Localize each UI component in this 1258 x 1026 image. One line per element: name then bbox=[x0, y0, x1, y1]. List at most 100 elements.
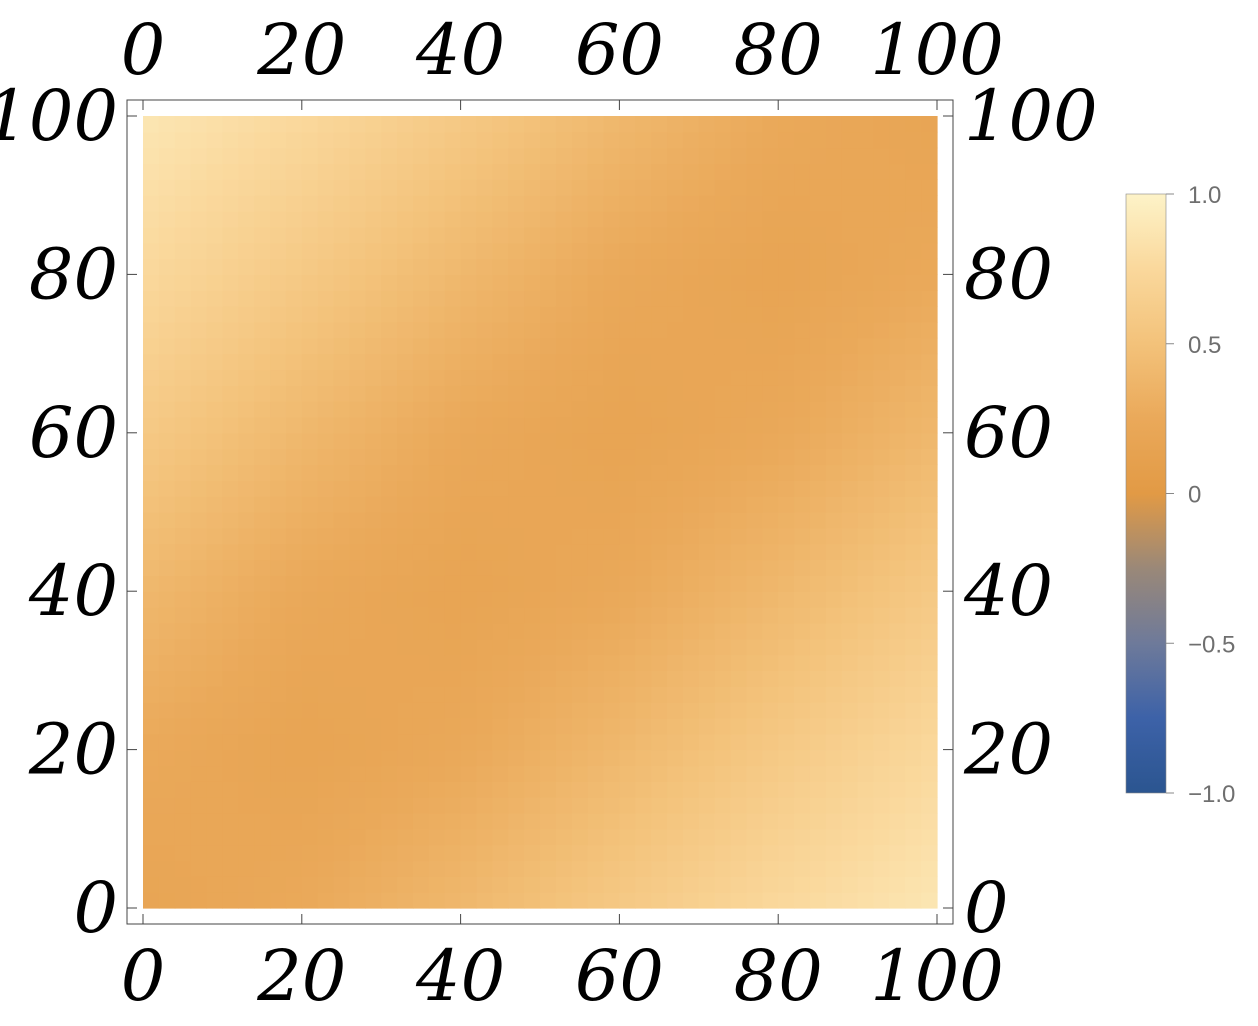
heatmap-cell bbox=[460, 591, 478, 608]
heatmap-cell bbox=[222, 733, 239, 751]
heatmap-cell bbox=[889, 828, 906, 846]
heatmap-cell bbox=[857, 765, 875, 782]
heatmap-cell bbox=[619, 211, 636, 228]
heatmap-cell bbox=[206, 686, 223, 703]
heatmap-cell bbox=[714, 749, 732, 767]
heatmap-cell bbox=[428, 717, 446, 735]
heatmap-cell bbox=[841, 448, 859, 466]
heatmap-cell bbox=[778, 195, 795, 212]
heatmap-cell bbox=[381, 670, 398, 687]
heatmap-cell bbox=[873, 116, 890, 133]
heatmap-cell bbox=[571, 353, 589, 371]
heatmap-cell bbox=[540, 749, 557, 767]
heatmap-cell bbox=[651, 321, 668, 339]
heatmap-cell bbox=[428, 480, 446, 497]
heatmap-cell bbox=[476, 448, 493, 466]
heatmap-cell bbox=[476, 559, 493, 576]
heatmap-cell bbox=[492, 290, 509, 307]
heatmap-cell bbox=[333, 654, 351, 671]
heatmap-cell bbox=[158, 116, 176, 133]
heatmap-cell bbox=[254, 765, 271, 782]
heatmap-cell bbox=[825, 717, 843, 735]
heatmap-cell bbox=[667, 480, 684, 497]
heatmap-cell bbox=[365, 812, 382, 830]
heatmap-cell bbox=[794, 211, 811, 228]
heatmap-cell bbox=[492, 432, 509, 450]
heatmap-cell bbox=[412, 306, 430, 323]
heatmap-cell bbox=[206, 828, 223, 846]
heatmap-cell bbox=[698, 654, 716, 671]
heatmap-cell bbox=[857, 480, 875, 497]
heatmap-cell bbox=[825, 892, 843, 909]
heatmap-cell bbox=[905, 543, 922, 561]
heatmap-cell bbox=[444, 274, 462, 291]
heatmap-cell bbox=[270, 527, 287, 545]
heatmap-cell bbox=[841, 274, 859, 291]
heatmap-cell bbox=[143, 607, 160, 624]
heatmap-cell bbox=[746, 638, 763, 656]
heatmap-cell bbox=[841, 812, 859, 830]
heatmap-cell bbox=[524, 416, 541, 434]
heatmap-cell bbox=[492, 226, 509, 244]
heatmap-cell bbox=[317, 717, 335, 735]
heatmap-cell bbox=[619, 496, 636, 513]
colorbar-tick-label: −1.0 bbox=[1188, 781, 1235, 808]
heatmap-cell bbox=[619, 147, 636, 165]
heatmap-cell bbox=[555, 654, 573, 671]
heatmap-cell bbox=[730, 527, 748, 545]
heatmap-cell bbox=[682, 242, 700, 260]
heatmap-cell bbox=[476, 575, 493, 592]
heatmap-cell bbox=[158, 369, 176, 386]
heatmap-cell bbox=[381, 464, 398, 481]
heatmap-cell bbox=[508, 131, 525, 149]
heatmap-cell bbox=[174, 512, 192, 529]
heatmap-cell bbox=[825, 828, 843, 846]
heatmap-cell bbox=[571, 828, 589, 846]
heatmap-cell bbox=[651, 654, 668, 671]
heatmap-cell bbox=[174, 480, 192, 497]
heatmap-cell bbox=[841, 464, 859, 481]
heatmap-cell bbox=[603, 892, 620, 909]
heatmap-cell bbox=[587, 638, 605, 656]
heatmap-cell bbox=[365, 892, 382, 909]
heatmap-cell bbox=[444, 686, 462, 703]
heatmap-cell bbox=[540, 686, 557, 703]
heatmap-cell bbox=[746, 416, 763, 434]
heatmap-cell bbox=[889, 195, 906, 212]
heatmap-cell bbox=[555, 131, 573, 149]
heatmap-cell bbox=[397, 163, 414, 180]
heatmap-cell bbox=[270, 543, 287, 561]
heatmap-cell bbox=[651, 765, 668, 782]
heatmap-cell bbox=[905, 702, 922, 719]
heatmap-cell bbox=[905, 226, 922, 244]
heatmap-cell bbox=[412, 147, 430, 165]
heatmap-cell bbox=[365, 179, 382, 196]
heatmap-cell bbox=[778, 591, 795, 608]
heatmap-cell bbox=[143, 432, 160, 450]
heatmap-cell bbox=[301, 464, 319, 481]
heatmap-cell bbox=[651, 226, 668, 244]
heatmap-cell bbox=[825, 765, 843, 782]
heatmap-cell bbox=[206, 844, 223, 862]
heatmap-cell bbox=[873, 448, 890, 466]
heatmap-cell bbox=[921, 527, 938, 545]
heatmap-cell bbox=[317, 432, 335, 450]
heatmap-cell bbox=[651, 686, 668, 703]
heatmap-cell bbox=[667, 527, 684, 545]
heatmap-cell bbox=[635, 163, 652, 180]
heatmap-cell bbox=[190, 353, 208, 371]
heatmap-cell bbox=[619, 512, 636, 529]
heatmap-cell bbox=[460, 432, 478, 450]
heatmap-cell bbox=[349, 527, 366, 545]
heatmap-cell bbox=[190, 163, 208, 180]
heatmap-cell bbox=[397, 876, 414, 893]
heatmap-cell bbox=[349, 131, 366, 149]
heatmap-cell bbox=[540, 385, 557, 402]
heatmap-cell bbox=[317, 496, 335, 513]
heatmap-cell bbox=[238, 306, 255, 323]
heatmap-cell bbox=[238, 242, 255, 260]
heatmap-cell bbox=[889, 432, 906, 450]
x-tick-label-bottom: 80 bbox=[734, 935, 823, 1017]
heatmap-cell bbox=[682, 559, 700, 576]
heatmap-cell bbox=[540, 131, 557, 149]
